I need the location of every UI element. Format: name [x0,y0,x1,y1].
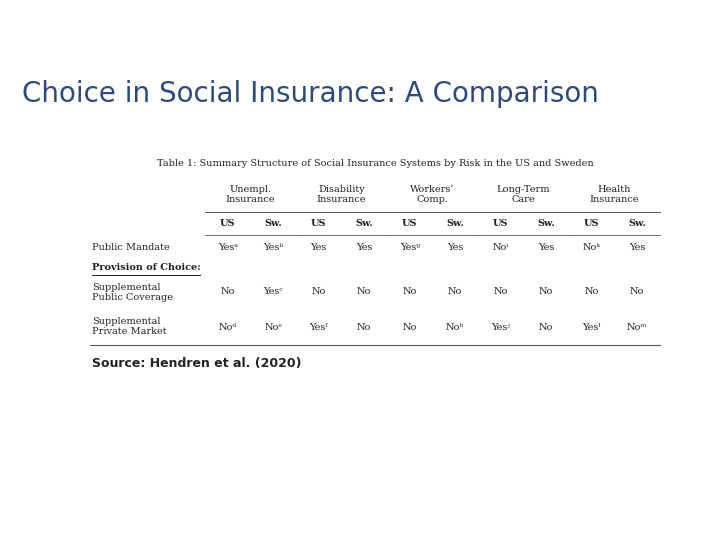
Text: No: No [630,287,644,296]
Text: Yesᵍ: Yesᵍ [400,244,420,253]
Text: Unempl.
Insurance: Unempl. Insurance [226,185,275,205]
Text: Noᵉ: Noᵉ [264,322,282,332]
Text: Sw.: Sw. [537,219,555,227]
Text: No: No [585,287,599,296]
Text: Noᵏ: Noᵏ [582,244,600,253]
Text: Yes: Yes [310,244,327,253]
Text: Yesʲ: Yesʲ [491,322,510,332]
Text: Managed Competition in the Netherlands - Spinnewijn: Managed Competition in the Netherlands -… [199,9,521,22]
Text: Yes: Yes [356,244,372,253]
Text: No: No [357,322,372,332]
Text: Noᵐ: Noᵐ [627,322,647,332]
Text: Sw.: Sw. [629,219,646,227]
Text: Sw.: Sw. [356,219,373,227]
Text: No: No [312,287,326,296]
Text: US: US [402,219,418,227]
Text: No: No [402,287,417,296]
Text: Noⁱ: Noⁱ [492,244,509,253]
Text: Yesᶜ: Yesᶜ [264,287,283,296]
Text: US: US [311,219,326,227]
Text: Yes: Yes [538,244,554,253]
Text: Table 1: Summary Structure of Social Insurance Systems by Risk in the US and Swe: Table 1: Summary Structure of Social Ins… [157,159,593,168]
Text: No: No [539,287,554,296]
Text: Supplemental: Supplemental [92,318,161,327]
Text: Yesᵇ: Yesᵇ [263,244,284,253]
Text: Source: Hendren et al. (2020): Source: Hendren et al. (2020) [92,357,302,370]
Text: No: No [448,287,462,296]
Text: Workers’
Comp.: Workers’ Comp. [410,185,455,205]
Text: No: No [494,287,508,296]
Text: Yes: Yes [629,244,645,253]
Text: US: US [584,219,600,227]
Text: No: No [357,287,372,296]
Text: Yesᶠ: Yesᶠ [310,322,328,332]
Text: Sw.: Sw. [264,219,282,227]
Text: Supplemental: Supplemental [92,282,161,292]
Text: US: US [220,219,235,227]
Text: Provision of Choice:: Provision of Choice: [92,264,201,273]
Text: Noʰ: Noʰ [446,322,464,332]
Text: No: No [539,322,554,332]
Text: Yes: Yes [447,244,464,253]
Text: Yesˡ: Yesˡ [582,322,601,332]
Text: No: No [220,287,235,296]
Text: Disability
Insurance: Disability Insurance [317,185,366,205]
Text: US: US [493,219,508,227]
Text: Private Market: Private Market [92,327,166,336]
Text: Yesᵃ: Yesᵃ [217,244,238,253]
Text: Sw.: Sw. [446,219,464,227]
Text: Choice in Social Insurance: A Comparison: Choice in Social Insurance: A Comparison [22,80,599,108]
Text: Health
Insurance: Health Insurance [590,185,639,205]
Text: Public Coverage: Public Coverage [92,293,173,301]
Text: Long-Term
Care: Long-Term Care [497,185,550,205]
Text: Public Mandate: Public Mandate [92,244,170,253]
Text: No: No [402,322,417,332]
Text: Noᵈ: Noᵈ [219,322,237,332]
